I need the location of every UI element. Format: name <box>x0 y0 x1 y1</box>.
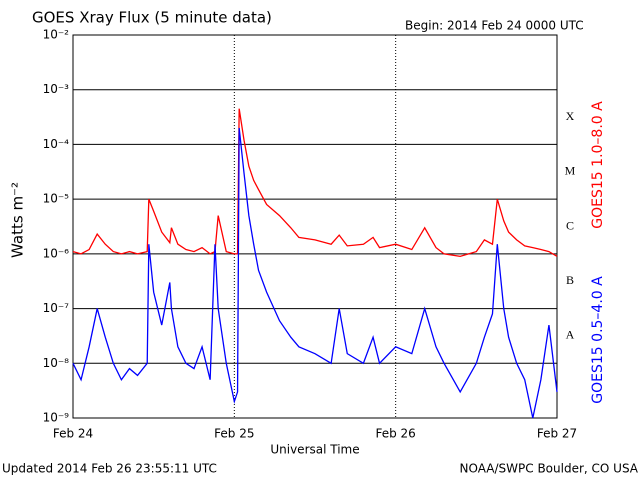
x-tick-label: Feb 25 <box>214 427 254 441</box>
class-label: B <box>566 273 574 287</box>
legend-label: GOES15 1.0–8.0 A <box>590 101 606 229</box>
y-tick-label: 10⁻⁸ <box>43 356 70 370</box>
class-label: C <box>566 218 574 232</box>
y-tick-label: 10⁻⁵ <box>43 192 70 206</box>
x-tick-label: Feb 27 <box>537 427 577 441</box>
chart-title: GOES Xray Flux (5 minute data) <box>32 9 272 27</box>
x-tick-label: Feb 26 <box>375 427 415 441</box>
x-tick-label: Feb 24 <box>53 427 93 441</box>
chart-subtitle: Begin: 2014 Feb 24 0000 UTC <box>405 19 584 33</box>
y-tick-label: 10⁻⁷ <box>43 301 70 315</box>
x-axis-label: Universal Time <box>270 443 359 457</box>
series-line <box>72 127 558 419</box>
class-label: A <box>566 328 575 342</box>
series-line <box>72 108 558 258</box>
plot-frame <box>72 34 558 419</box>
class-label: M <box>565 164 576 178</box>
footer-right: NOAA/SWPC Boulder, CO USA <box>460 462 639 476</box>
y-tick-label: 10⁻⁶ <box>43 246 70 260</box>
y-tick-label: 10⁻⁹ <box>43 411 70 425</box>
y-tick-label: 10⁻⁴ <box>43 137 70 151</box>
y-tick-label: 10⁻³ <box>43 82 70 96</box>
class-label: X <box>566 109 575 123</box>
footer-left: Updated 2014 Feb 26 23:55:11 UTC <box>2 462 217 476</box>
legend-label: GOES15 0.5–4.0 A <box>590 276 606 404</box>
y-axis-label: Watts m⁻² <box>9 182 27 258</box>
y-tick-label: 10⁻² <box>43 28 70 42</box>
